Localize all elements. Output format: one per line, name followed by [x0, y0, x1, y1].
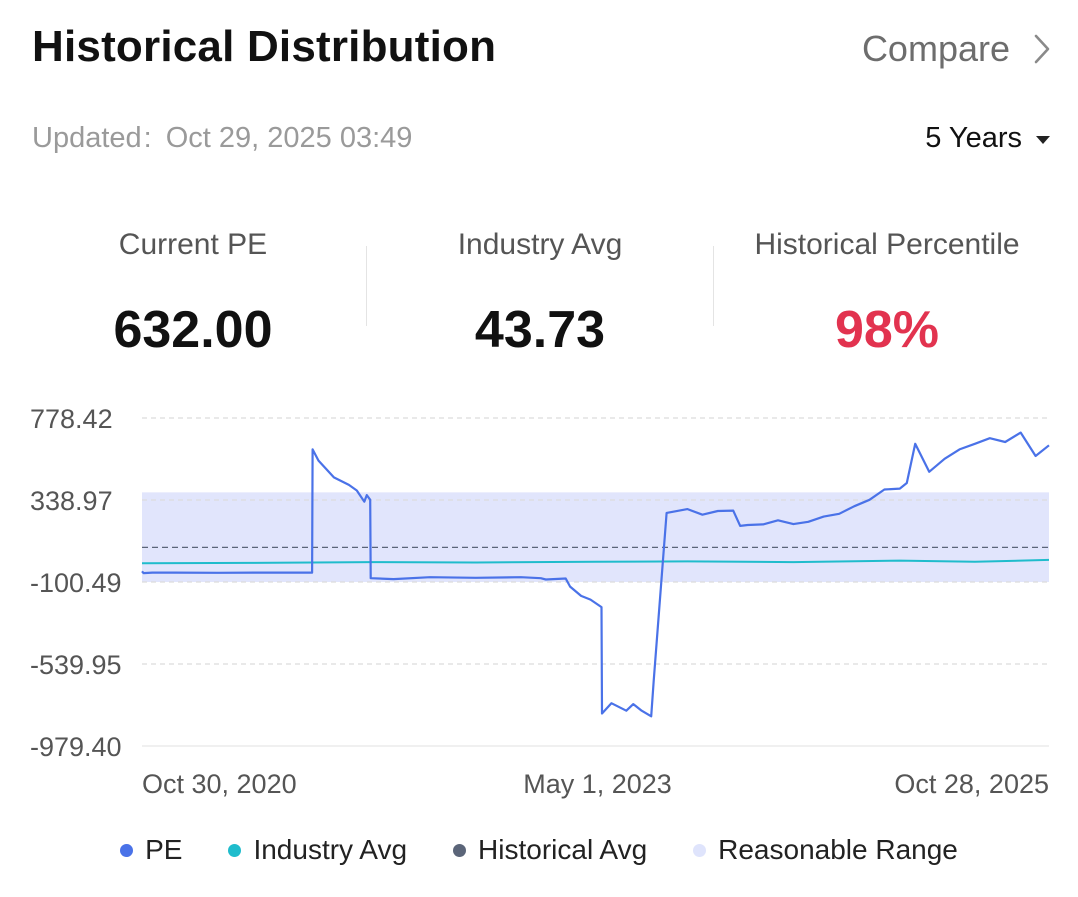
caret-down-icon: [1036, 135, 1050, 144]
legend-label: Reasonable Range: [718, 834, 958, 865]
x-tick-label: May 1, 2023: [523, 769, 672, 799]
y-tick-label: 778.42: [30, 404, 113, 434]
chart-legend: PE Industry Avg Historical Avg Reasonabl…: [0, 834, 1078, 866]
x-tick-label: Oct 28, 2025: [894, 769, 1049, 799]
stat-value: 43.73: [474, 301, 606, 359]
x-tick-label: Oct 30, 2020: [142, 769, 297, 799]
legend-dot: [693, 843, 707, 857]
updated-timestamp: Oct 29, 2025 03:49: [165, 122, 413, 154]
stat-value: 98%: [834, 301, 940, 359]
legend-label: Historical Avg: [478, 834, 648, 865]
y-tick-label: 338.97: [30, 486, 113, 516]
stat-historical-percentile: Historical Percentile 98%: [714, 228, 1060, 360]
legend-label: PE: [145, 834, 183, 865]
y-tick-label: -100.49: [30, 568, 122, 598]
stat-current-pe: Current PE 632.00: [20, 228, 366, 360]
legend-item-pe: PE: [120, 834, 182, 866]
updated-info: Updated: Oct 29, 2025 03:49: [32, 122, 412, 155]
compare-label: Compare: [861, 28, 1010, 69]
legend-item-reasonable-range: Reasonable Range: [693, 834, 958, 866]
y-tick-label: -539.95: [30, 650, 122, 680]
legend-dot: [453, 843, 467, 857]
legend-item-industry-avg: Industry Avg: [228, 834, 407, 866]
stat-divider: [366, 246, 367, 326]
stat-label: Industry Avg: [457, 228, 623, 261]
stat-industry-avg: Industry Avg 43.73: [367, 228, 713, 360]
period-dropdown[interactable]: 5 Years: [925, 122, 1050, 155]
stat-value: 632.00: [113, 301, 273, 359]
stat-label: Current PE: [118, 228, 268, 261]
legend-item-historical-avg: Historical Avg: [453, 834, 647, 866]
legend-dot: [228, 843, 242, 857]
stat-label: Historical Percentile: [754, 228, 1020, 261]
industry-avg-series-line: [141, 558, 1050, 565]
pe-history-chart: 778.42 338.97 -100.49 -539.95 -979.40 Oct 30,…: [30, 404, 1050, 799]
y-tick-label: -979.40: [30, 732, 122, 762]
page-title: Historical Distribution: [32, 22, 497, 71]
period-value: 5 Years: [925, 122, 1022, 154]
compare-button[interactable]: Compare: [862, 28, 1052, 70]
stat-divider: [713, 246, 714, 326]
pe-series-line: [141, 431, 1050, 718]
updated-label: Updated: [32, 122, 142, 154]
chevron-right-icon: [1034, 34, 1050, 64]
reasonable-range-band: [142, 492, 1049, 582]
stats-row: Current PE 632.00 Industry Avg 43.73 His…: [20, 228, 1060, 368]
legend-label: Industry Avg: [253, 834, 408, 865]
legend-dot: [120, 843, 134, 857]
updated-separator: :: [143, 122, 152, 154]
